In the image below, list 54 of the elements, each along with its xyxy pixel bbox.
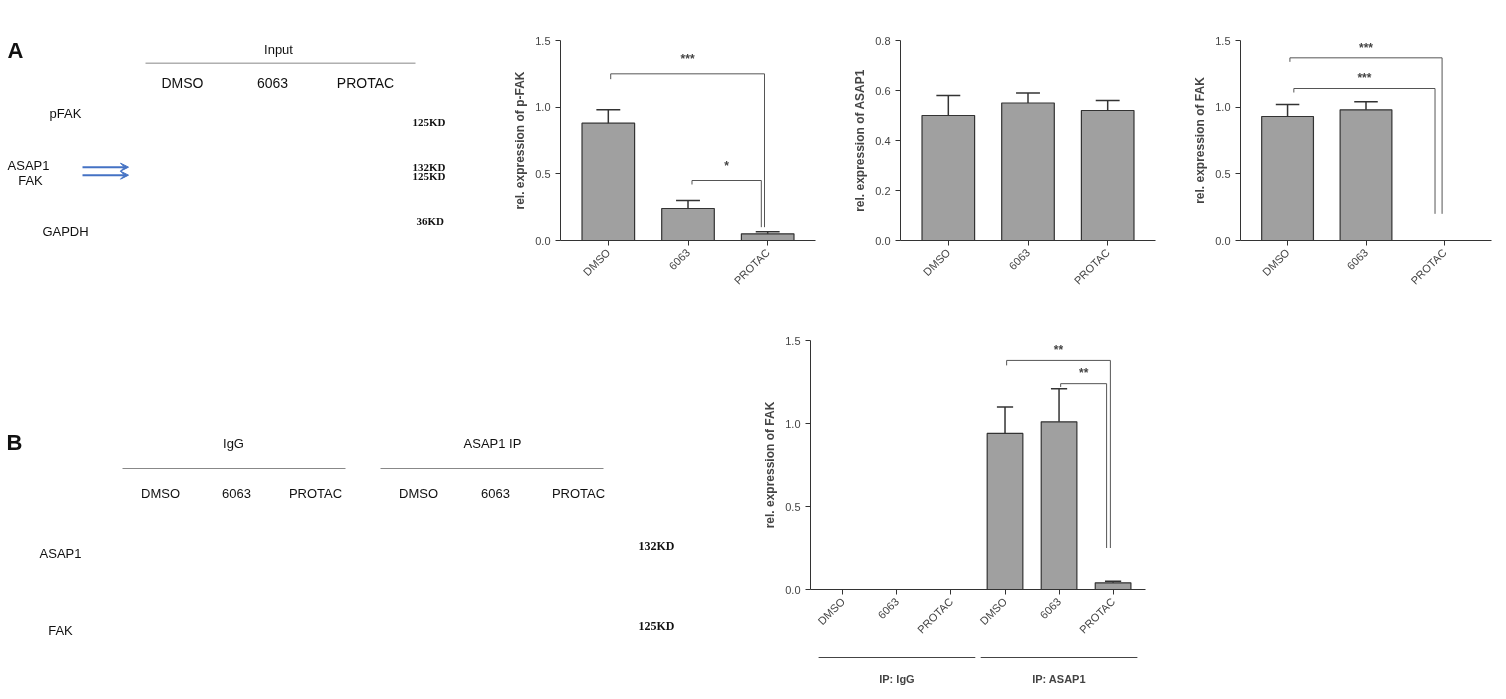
y-tick-label: 0.2 [875, 184, 891, 197]
y-tick-label: 0.5 [785, 500, 801, 513]
text: PROTAC [288, 486, 343, 501]
y-tick-label: 0.0 [785, 583, 801, 596]
text: 6063 [256, 74, 289, 91]
y-tick-label: 0.0 [1215, 234, 1231, 247]
y-tick-label: 0.0 [535, 234, 551, 247]
text: IP: IgG [879, 672, 915, 685]
annotation: ** [1053, 343, 1064, 358]
y-tick-label: 1.5 [785, 334, 801, 347]
text: 132KD [412, 160, 446, 173]
text: ASAP1 [7, 157, 50, 173]
y-tick-label: 1.5 [1215, 34, 1231, 47]
text: A [7, 38, 24, 63]
y-tick-label: 0.6 [875, 84, 891, 97]
y-tick-label: 1.0 [1215, 101, 1231, 114]
text: IP: ASAP1 [1032, 672, 1086, 685]
text: Input [264, 41, 294, 57]
text: IgG [223, 436, 244, 451]
text: ASAP1 [39, 546, 82, 561]
text: 125KD [638, 618, 675, 633]
text: PROTAC [551, 486, 606, 501]
y-axis-title: rel. expression of FAK [763, 401, 778, 529]
text: FAK [18, 173, 44, 188]
y-axis-title: rel. expression of p-FAK [513, 71, 528, 210]
y-tick-label: 0.8 [875, 34, 891, 47]
y-axis-title: rel. expression of FAK [1193, 76, 1208, 204]
text: FAK [48, 623, 74, 638]
y-tick-label: 0.0 [875, 234, 891, 247]
text: GAPDH [42, 224, 89, 240]
y-tick-label: 1.5 [535, 34, 551, 47]
y-tick-label: 0.5 [535, 167, 551, 180]
y-tick-label: 0.4 [875, 134, 891, 147]
y-axis-title: rel. expression of ASAP1 [853, 69, 868, 212]
text: ASAP1 IP [463, 436, 522, 451]
text: pFAK [49, 106, 82, 122]
text: 6063 [222, 486, 251, 501]
text: 132KD [638, 538, 675, 553]
text: PROTAC [336, 74, 395, 91]
text: DMSO [141, 486, 180, 501]
annotation: *** [680, 51, 695, 66]
y-tick-label: 1.0 [535, 101, 551, 114]
annotation: * [724, 158, 730, 173]
text: B [6, 430, 23, 455]
annotation: *** [1359, 40, 1374, 55]
text: DMSO [399, 486, 438, 501]
annotation: ** [1078, 366, 1089, 381]
annotation: *** [1357, 71, 1372, 86]
text: 125KD [412, 115, 446, 128]
text: 6063 [481, 486, 510, 501]
text: DMSO [161, 74, 204, 91]
y-tick-label: 0.5 [1215, 167, 1231, 180]
text: 36KD [416, 214, 445, 227]
y-tick-label: 1.0 [785, 417, 801, 430]
